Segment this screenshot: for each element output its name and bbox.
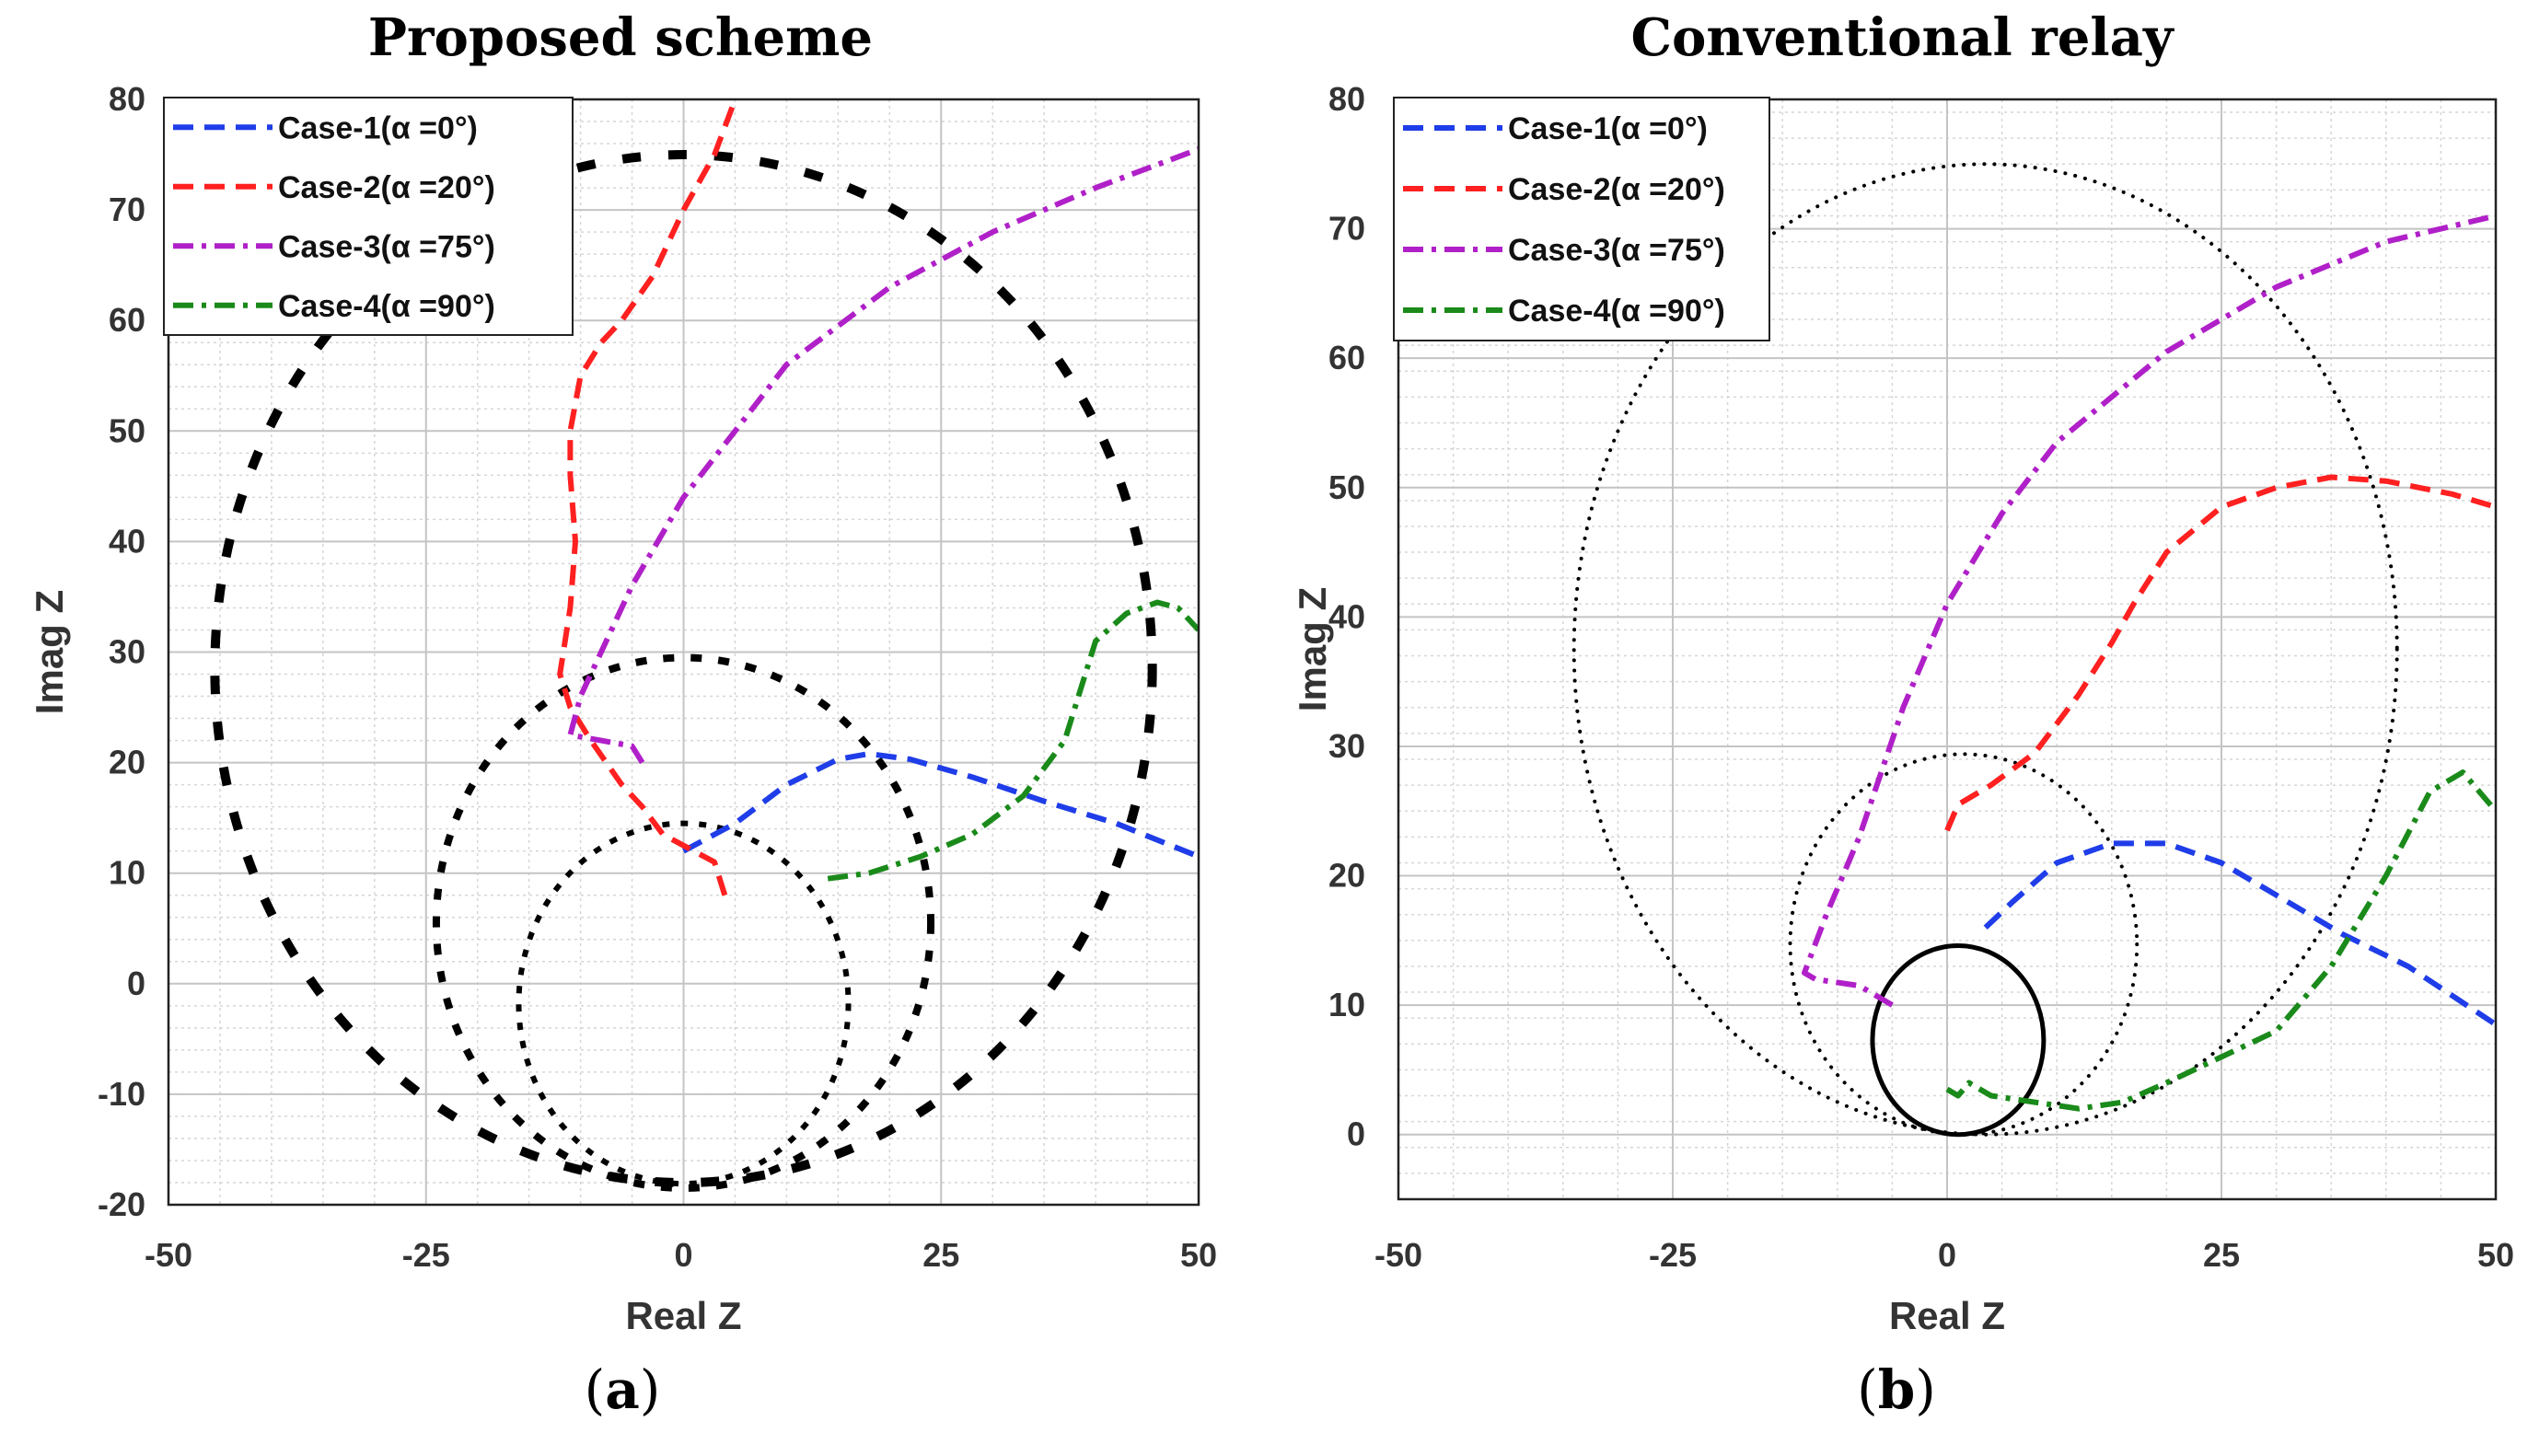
series-line-case-3 (567, 146, 1199, 765)
series-line-case-1 (1983, 840, 2496, 1027)
zone-1 (1571, 162, 2399, 1137)
y-tick-label: -10 (98, 1075, 145, 1113)
y-tick-label: 10 (109, 854, 145, 892)
series-line-case-2 (1944, 474, 2496, 832)
series-line-case-2 (557, 99, 738, 896)
series-group (1802, 213, 2496, 1112)
zone-3 (1870, 942, 2047, 1138)
chart-title: Proposed scheme (368, 7, 873, 68)
legend-label-case-4: Case-4(α =90°) (278, 289, 495, 324)
y-tick-label: 20 (109, 744, 145, 781)
legend-label-case-2: Case-2(α =20°) (1508, 172, 1725, 207)
y-tick-label: -20 (98, 1185, 145, 1223)
axes-frame (1397, 98, 2498, 1201)
series-line-case-3 (1802, 213, 2496, 1008)
x-tick-label: 25 (922, 1236, 959, 1274)
panel-label: (b) (1857, 1358, 1936, 1421)
chart-title: Conventional relay (1630, 7, 2174, 68)
zone-3 (516, 820, 852, 1187)
panel-label: (a) (585, 1358, 661, 1421)
legend-label-case-1: Case-1(α =0°) (278, 110, 478, 145)
y-tick-label: 30 (109, 633, 145, 671)
y-tick-label: 80 (109, 80, 145, 118)
y-tick-label: 30 (1328, 727, 1365, 765)
x-tick-label: 25 (2203, 1236, 2240, 1274)
x-tick-label: -50 (1374, 1236, 1422, 1274)
legend-label-case-3: Case-3(α =75°) (1508, 233, 1725, 268)
series-line-case-4 (827, 599, 1199, 882)
legend-label-case-3: Case-3(α =75°) (278, 229, 495, 264)
y-tick-label: 20 (1328, 857, 1365, 895)
legend-label-case-4: Case-4(α =90°) (1508, 294, 1725, 329)
legend: Case-1(α =0°) Case-2(α =20°) Case-3(α =75°… (1393, 97, 1770, 341)
y-tick-label: 0 (127, 965, 145, 1002)
y-axis-label: Imag Z (28, 590, 71, 714)
legend: Case-1(α =0°) Case-2(α =20°) Case-3(α =75°… (163, 97, 574, 336)
x-tick-label: 50 (1180, 1236, 1217, 1274)
y-tick-label: 0 (1347, 1115, 1365, 1153)
x-tick-label: -50 (145, 1236, 192, 1274)
x-tick-label: 0 (674, 1236, 692, 1274)
legend-box (1393, 97, 1770, 341)
legend-label-case-2: Case-2(α =20°) (278, 170, 495, 205)
zone-1 (210, 150, 1157, 1187)
x-tick-label: 0 (1938, 1236, 1956, 1274)
zone-2 (432, 653, 935, 1192)
y-tick-label: 80 (1328, 80, 1365, 118)
series-line-case-4 (1945, 769, 2496, 1112)
y-tick-label: 10 (1328, 986, 1365, 1023)
chart-panel-b: Conventional relay (b) -50 -25 0 25 50 0 10 20 30 4… (1291, 7, 2514, 1421)
legend-box (163, 97, 574, 336)
chart-panel-a: Proposed scheme (a) -50 -25 0 25 50 -20 -10 0 10 20… (28, 7, 1217, 1421)
y-tick-label: 70 (109, 191, 145, 228)
series-group (557, 99, 1199, 896)
x-axis-label: Real Z (625, 1294, 741, 1337)
y-tick-label: 50 (109, 411, 145, 449)
x-tick-label: 50 (2477, 1236, 2514, 1274)
y-tick-label: 50 (1328, 468, 1365, 506)
relay-zones (1571, 162, 2399, 1138)
y-axis-label: Imag Z (1291, 587, 1334, 711)
x-axis-label: Real Z (1889, 1294, 2005, 1337)
x-tick-label: -25 (402, 1236, 450, 1274)
series-line-case-1 (682, 751, 1199, 860)
y-tick-label: 40 (109, 522, 145, 560)
legend-label-case-1: Case-1(α =0°) (1508, 111, 1708, 146)
y-tick-label: 60 (109, 301, 145, 339)
x-tick-label: -25 (1649, 1236, 1697, 1274)
y-tick-label: 70 (1328, 210, 1365, 248)
grid (1397, 98, 2497, 1200)
y-tick-label: 40 (1328, 597, 1365, 635)
relay-zones (210, 150, 1157, 1192)
y-tick-label: 60 (1328, 339, 1365, 376)
axes-frame (167, 98, 1200, 1207)
